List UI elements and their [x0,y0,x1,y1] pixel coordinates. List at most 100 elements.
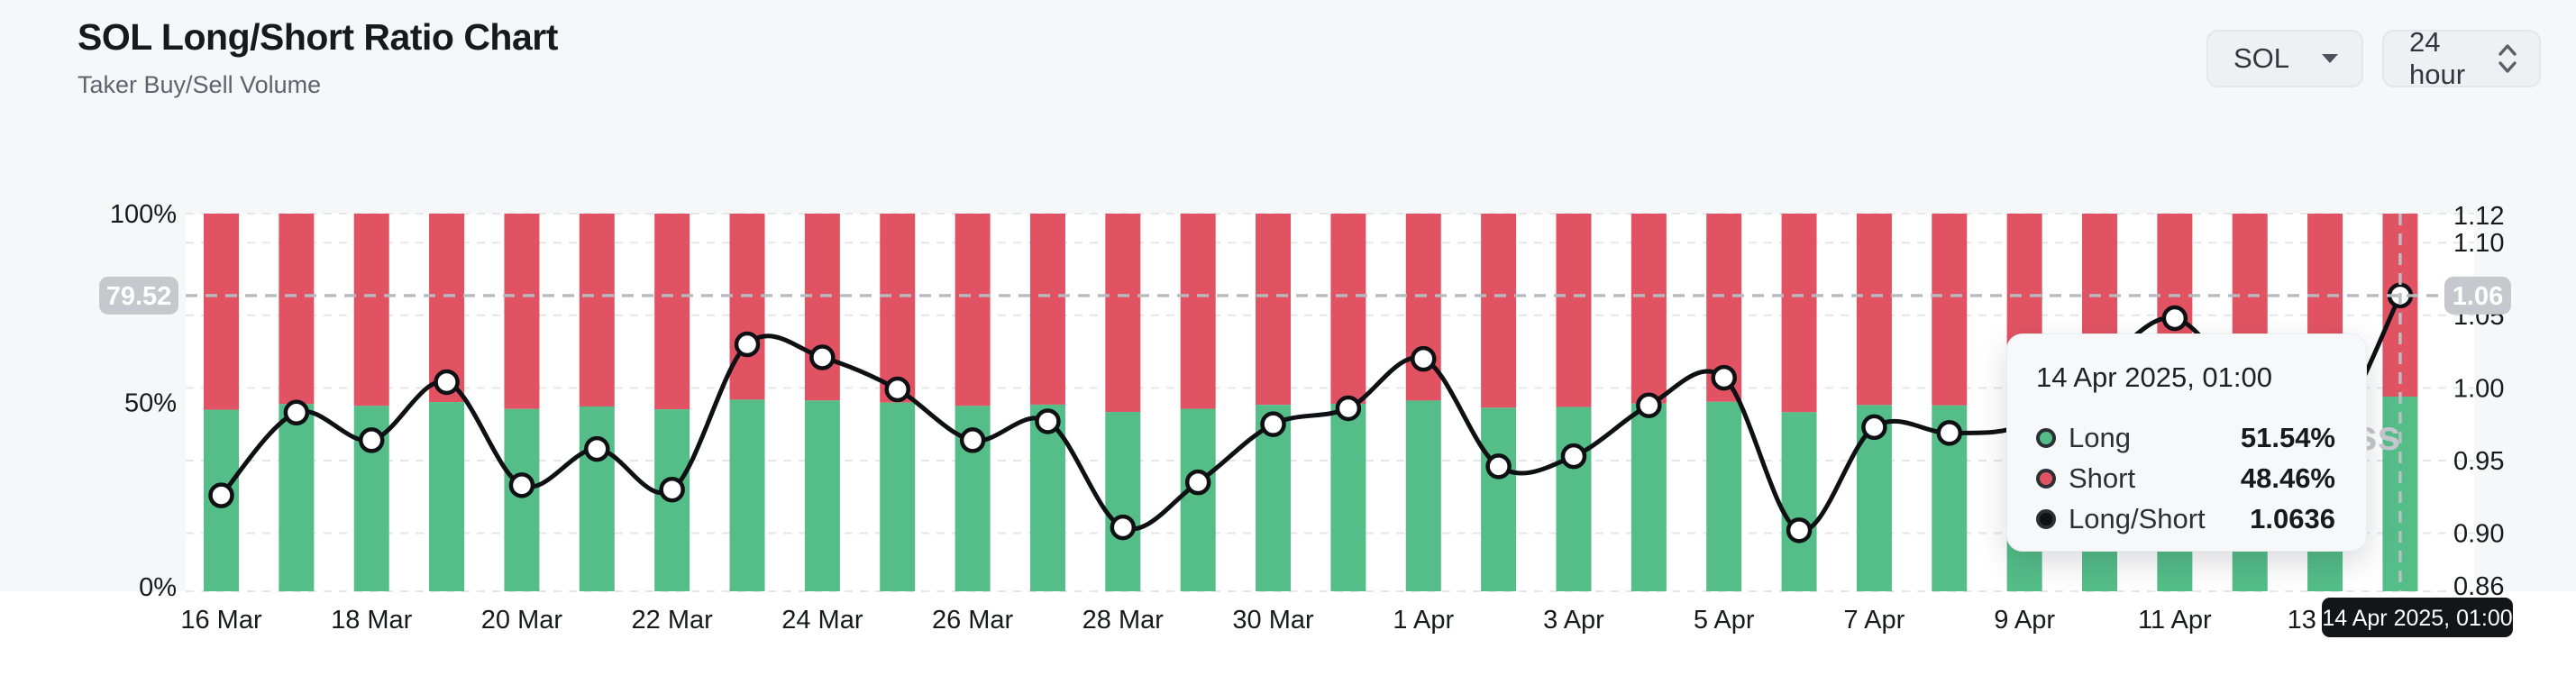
bar-long[interactable] [1180,408,1216,591]
right-axis-value-badge [2444,276,2511,315]
x-axis-tick: 22 Mar [632,606,714,635]
bar-short[interactable] [1556,214,1592,407]
bar-long[interactable] [1405,400,1441,591]
chart-tooltip: 14 Apr 2025, 01:00 Long 51.54% Short 48.46%… [2006,333,2367,552]
ratio-marker[interactable] [2161,305,2188,332]
ratio-marker[interactable] [1485,453,1512,480]
bar-long[interactable] [804,400,840,591]
bar-short[interactable] [579,214,615,407]
ratio-marker[interactable] [809,344,836,370]
bar-long[interactable] [279,404,315,591]
bar-short[interactable] [1105,214,1141,413]
bar-short[interactable] [1481,214,1517,408]
bar-short[interactable] [1180,214,1216,409]
bar-long[interactable] [504,408,540,591]
right-axis-tick: 1.00 [2453,374,2504,403]
ratio-marker[interactable] [1711,364,1737,391]
ratio-marker[interactable] [734,331,761,358]
bar-short[interactable] [1932,214,1968,406]
ratio-marker[interactable] [884,376,910,403]
x-axis-tick: 9 Apr [1994,606,2055,635]
interval-select[interactable]: 24 hour [2382,26,2541,90]
bar-long[interactable] [880,402,916,591]
right-axis-value-badge-text: 1.06 [2453,282,2503,311]
bar-short[interactable] [955,214,991,407]
ratio-marker[interactable] [1411,345,1437,372]
bar-short[interactable] [1330,214,1366,404]
x-axis-tick: 30 Mar [1232,606,1314,635]
ratio-marker[interactable] [1335,395,1362,422]
ratio-marker[interactable] [358,427,385,453]
bar-short[interactable] [204,214,239,410]
ratio-marker[interactable] [1861,414,1887,441]
bar-short[interactable] [1256,214,1292,406]
right-axis-tick: 1.12 [2453,202,2504,231]
tooltip-series-label: Long [2069,421,2131,453]
ratio-marker[interactable] [508,472,535,498]
ratio-marker[interactable] [1110,514,1137,541]
tooltip-series-value: 48.46% [2240,461,2335,494]
bar-long[interactable] [1330,403,1366,591]
right-axis-tick: 1.10 [2453,229,2504,258]
ratio-marker[interactable] [1184,469,1211,496]
bar-long[interactable] [1781,412,1817,591]
ratio-marker[interactable] [1560,443,1587,470]
x-axis-tick: 26 Mar [932,606,1014,635]
ratio-marker[interactable] [1260,411,1286,437]
bar-long[interactable] [1105,412,1141,591]
bar-long[interactable] [1556,407,1592,591]
x-axis-tick: 24 Mar [781,606,863,635]
caret-down-icon [2320,52,2340,65]
left-axis-tick: 100% [110,200,177,229]
bar-long[interactable] [1706,401,1742,591]
tooltip-row: Short 48.46% [2036,458,2335,498]
ratio-marker[interactable] [208,482,234,508]
bar-long[interactable] [1481,407,1517,591]
left-axis-value-badge [99,276,178,315]
bar-long[interactable] [1631,403,1667,591]
left-axis-tick: 0% [139,573,177,602]
tooltip-series-label: Long/Short [2069,502,2206,534]
tooltip-row: Long/Short 1.0636 [2036,498,2335,539]
bar-short[interactable] [353,214,389,407]
below-axis-background [0,591,2576,676]
bar-short[interactable] [1631,214,1667,404]
x-axis-tick: 1 Apr [1393,606,1454,635]
series-dot-icon [2036,468,2056,489]
left-axis-value-badge-text: 79.52 [106,282,172,311]
ratio-marker[interactable] [283,399,310,426]
left-axis-tick: 50% [124,389,177,418]
ratio-marker[interactable] [1636,392,1662,418]
x-axis-tick: 7 Apr [1844,606,1905,635]
bar-short[interactable] [279,214,315,405]
bar-short[interactable] [1856,214,1892,406]
series-dot-icon [2036,508,2056,529]
symbol-select[interactable]: SOL [2206,30,2363,87]
crosshair-date-badge-text: 14 Apr 2025, 01:00 [2322,606,2512,631]
tooltip-series-value: 51.54% [2240,421,2335,453]
bar-long[interactable] [729,399,765,591]
bar-short[interactable] [1405,214,1441,401]
bar-short[interactable] [880,214,916,403]
bar-short[interactable] [729,214,765,400]
bar-short[interactable] [804,214,840,401]
bar-short[interactable] [654,214,690,410]
bar-short[interactable] [504,214,540,409]
ratio-marker[interactable] [1786,517,1813,544]
symbol-select-value: SOL [2233,42,2290,74]
ratio-marker[interactable] [434,369,460,396]
ratio-marker[interactable] [584,435,610,462]
x-axis-tick: 18 Mar [331,606,413,635]
bar-short[interactable] [1029,214,1065,405]
bar-short[interactable] [1781,214,1817,413]
ratio-marker[interactable] [1936,420,1963,446]
x-axis-tick: 3 Apr [1543,606,1604,635]
ratio-marker[interactable] [959,427,986,453]
bar-long[interactable] [429,402,465,591]
x-axis-tick: 20 Mar [481,606,563,635]
ratio-marker[interactable] [1035,408,1061,434]
ratio-marker[interactable] [659,476,685,503]
page-title: SOL Long/Short Ratio Chart [78,16,558,58]
bar-long[interactable] [579,406,615,591]
